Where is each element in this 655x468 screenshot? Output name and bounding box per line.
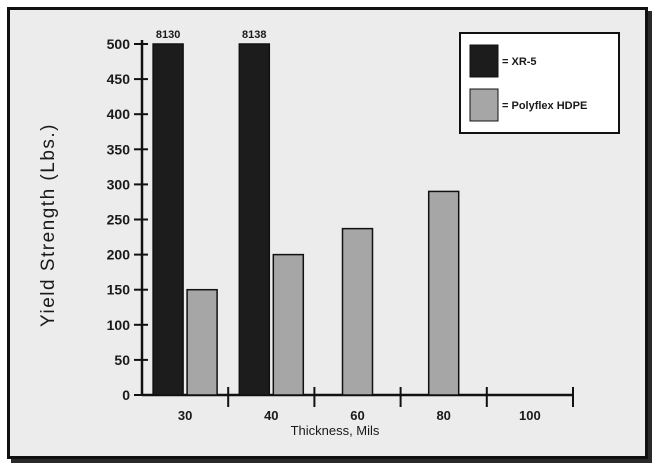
legend: = XR-5 = Polyflex HDPE bbox=[459, 32, 620, 134]
x-tick-label: 40 bbox=[264, 408, 278, 423]
y-tick-label: 400 bbox=[107, 106, 131, 122]
bar-xr5 bbox=[152, 43, 184, 396]
plot-area: 0 50 100 150 200 250 300 350 400 450 500 30 40 60 80 10… bbox=[107, 29, 574, 423]
x-tick-label: 80 bbox=[436, 408, 450, 423]
x-tick-label: 30 bbox=[178, 408, 192, 423]
chart-frame: 0 50 100 150 200 250 300 350 400 450 500 30 40 60 80 10… bbox=[7, 7, 648, 459]
legend-swatch-xr5 bbox=[469, 44, 499, 78]
y-tick-label: 450 bbox=[107, 71, 131, 87]
bar-polyflex bbox=[272, 253, 305, 396]
legend-label-xr5: = XR-5 bbox=[502, 56, 537, 68]
y-tick-label: 100 bbox=[107, 317, 131, 333]
chart-canvas: 0 50 100 150 200 250 300 350 400 450 500 30 40 60 80 10… bbox=[38, 29, 620, 438]
y-axis-label: Yield Strength (Lbs.) bbox=[38, 123, 59, 327]
x-tick-label: 60 bbox=[350, 408, 364, 423]
bar-data-label: 8130 bbox=[156, 29, 180, 41]
y-tick-label: 0 bbox=[122, 387, 130, 403]
y-tick-label: 200 bbox=[107, 247, 131, 263]
y-tick-label: 50 bbox=[114, 352, 130, 368]
y-tick-label: 350 bbox=[107, 141, 131, 157]
legend-label-polyflex: = Polyflex HDPE bbox=[502, 100, 587, 112]
legend-swatch-polyflex bbox=[469, 88, 499, 122]
bar-data-label: 8138 bbox=[242, 29, 266, 41]
bar-polyflex bbox=[427, 190, 460, 396]
x-axis-label: Thickness, Mils bbox=[291, 423, 380, 438]
y-tick-label: 250 bbox=[107, 212, 131, 228]
bar-polyflex bbox=[341, 227, 374, 396]
bar-xr5 bbox=[238, 43, 271, 396]
bar-polyflex bbox=[186, 288, 218, 396]
x-tick-label: 100 bbox=[519, 408, 541, 423]
y-tick-label: 500 bbox=[107, 36, 131, 52]
y-tick-label: 300 bbox=[107, 176, 131, 192]
y-tick-label: 150 bbox=[107, 282, 131, 298]
